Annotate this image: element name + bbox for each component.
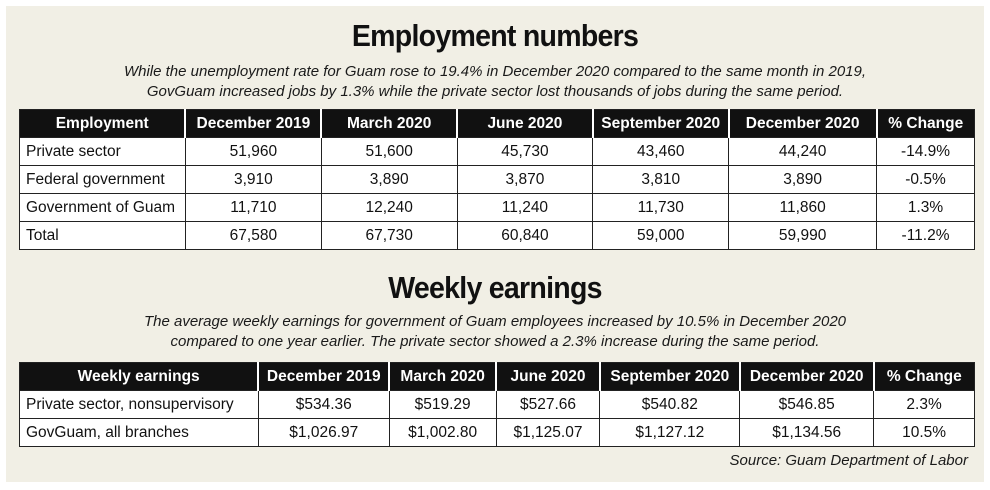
employment-column-header: September 2020 bbox=[592, 109, 730, 138]
employment-column-header: March 2020 bbox=[321, 109, 459, 138]
employment-cell: 3,870 bbox=[456, 165, 594, 194]
weekly-earnings-table-header: Weekly earnings December 2019 March 2020 Ju… bbox=[19, 362, 975, 391]
weekly-earnings-header-row: Weekly earnings December 2019 March 2020 Ju… bbox=[19, 362, 975, 391]
employment-column-header: Employment bbox=[19, 109, 187, 138]
weekly-earnings-table-row: Private sector, nonsupervisory $534.36 $51… bbox=[19, 390, 975, 419]
employment-column-header: December 2020 bbox=[728, 109, 878, 138]
employment-cell: 67,730 bbox=[320, 221, 458, 250]
weekly-earnings-cell: $1,127.12 bbox=[599, 418, 741, 447]
employment-table: Employment December 2019 March 2020 June 20… bbox=[19, 109, 975, 250]
employment-cell: 11,860 bbox=[728, 193, 878, 222]
weekly-earnings-subtitle-line-1: The average weekly earnings for governme… bbox=[143, 313, 847, 330]
employment-cell: -0.5% bbox=[876, 165, 975, 194]
weekly-earnings-table: Weekly earnings December 2019 March 2020 Ju… bbox=[19, 362, 975, 447]
employment-cell: 51,600 bbox=[320, 137, 458, 166]
employment-cell: 3,890 bbox=[728, 165, 878, 194]
weekly-earnings-cell: $1,125.07 bbox=[495, 418, 601, 447]
weekly-earnings-column-header: December 2020 bbox=[739, 362, 875, 391]
employment-cell: 59,990 bbox=[728, 221, 878, 250]
employment-cell: 11,240 bbox=[456, 193, 594, 222]
weekly-earnings-title: Weekly earnings bbox=[388, 270, 602, 305]
weekly-earnings-column-header: % Change bbox=[873, 362, 975, 391]
weekly-earnings-cell: $546.85 bbox=[739, 390, 875, 419]
employment-table-row: Federal government 3,910 3,890 3,870 3,810 3,… bbox=[19, 165, 975, 194]
employment-cell: -14.9% bbox=[876, 137, 975, 166]
weekly-earnings-cell: $519.29 bbox=[388, 390, 497, 419]
weekly-earnings-column-header: September 2020 bbox=[599, 362, 741, 391]
employment-cell: 45,730 bbox=[456, 137, 594, 166]
employment-cell: 60,840 bbox=[456, 221, 594, 250]
employment-cell: 1.3% bbox=[876, 193, 975, 222]
employment-cell: 67,580 bbox=[184, 221, 322, 250]
employment-cell: 3,810 bbox=[592, 165, 730, 194]
employment-subtitle-line-1: While the unemployment rate for Guam ros… bbox=[123, 63, 867, 80]
employment-table-row: Total 67,580 67,730 60,840 59,000 59,990 -11.2… bbox=[19, 221, 975, 250]
employment-cell: 51,960 bbox=[184, 137, 322, 166]
employment-title: Employment numbers bbox=[351, 18, 639, 53]
source-note: Source: Guam Department of Labor bbox=[729, 452, 968, 469]
weekly-earnings-cell: $1,026.97 bbox=[257, 418, 390, 447]
employment-row-label: Total bbox=[19, 221, 186, 250]
weekly-earnings-row-label: Private sector, nonsupervisory bbox=[19, 390, 259, 419]
weekly-earnings-cell: $527.66 bbox=[495, 390, 601, 419]
weekly-earnings-column-header: Weekly earnings bbox=[19, 362, 260, 391]
employment-row-label: Private sector bbox=[19, 137, 186, 166]
employment-subtitle: While the unemployment rate for Guam ros… bbox=[6, 62, 984, 102]
weekly-earnings-cell: $1,134.56 bbox=[739, 418, 875, 447]
weekly-earnings-subtitle-line-2: compared to one year earlier. The privat… bbox=[170, 333, 820, 350]
employment-column-header: % Change bbox=[876, 109, 975, 138]
employment-table-row: Private sector 51,960 51,600 45,730 43,460 44… bbox=[19, 137, 975, 166]
weekly-earnings-cell: $540.82 bbox=[599, 390, 741, 419]
weekly-earnings-cell: 2.3% bbox=[873, 390, 975, 419]
employment-cell: 3,910 bbox=[184, 165, 322, 194]
employment-cell: -11.2% bbox=[876, 221, 975, 250]
employment-column-header: December 2019 bbox=[185, 109, 323, 138]
employment-cell: 3,890 bbox=[320, 165, 458, 194]
weekly-earnings-row-label: GovGuam, all branches bbox=[19, 418, 259, 447]
employment-cell: 43,460 bbox=[592, 137, 730, 166]
employment-subtitle-line-2: GovGuam increased jobs by 1.3% while the… bbox=[146, 83, 844, 100]
employment-row-label: Federal government bbox=[19, 165, 186, 194]
weekly-earnings-column-header: March 2020 bbox=[389, 362, 498, 391]
employment-row-label: Government of Guam bbox=[19, 193, 186, 222]
employment-column-header: June 2020 bbox=[457, 109, 594, 138]
employment-table-row: Government of Guam 11,710 12,240 11,240 11,7… bbox=[19, 193, 975, 222]
employment-header-row: Employment December 2019 March 2020 June 20… bbox=[19, 109, 975, 138]
employment-table-body: Private sector 51,960 51,600 45,730 43,460 44… bbox=[19, 137, 975, 250]
weekly-earnings-cell: 10.5% bbox=[873, 418, 975, 447]
weekly-earnings-column-header: December 2019 bbox=[258, 362, 391, 391]
employment-table-header: Employment December 2019 March 2020 June 20… bbox=[19, 109, 975, 138]
employment-cell: 44,240 bbox=[728, 137, 878, 166]
weekly-earnings-table-row: GovGuam, all branches $1,026.97 $1,002.80 $… bbox=[19, 418, 975, 447]
weekly-earnings-column-header: June 2020 bbox=[496, 362, 601, 391]
weekly-earnings-table-body: Private sector, nonsupervisory $534.36 $51… bbox=[19, 390, 975, 447]
weekly-earnings-cell: $1,002.80 bbox=[388, 418, 497, 447]
infographic-panel: Employment numbers While the unemploymen… bbox=[6, 6, 984, 482]
employment-cell: 12,240 bbox=[320, 193, 458, 222]
employment-cell: 11,730 bbox=[592, 193, 730, 222]
weekly-earnings-subtitle: The average weekly earnings for governme… bbox=[6, 312, 984, 352]
employment-cell: 59,000 bbox=[592, 221, 730, 250]
employment-cell: 11,710 bbox=[184, 193, 322, 222]
weekly-earnings-cell: $534.36 bbox=[257, 390, 390, 419]
